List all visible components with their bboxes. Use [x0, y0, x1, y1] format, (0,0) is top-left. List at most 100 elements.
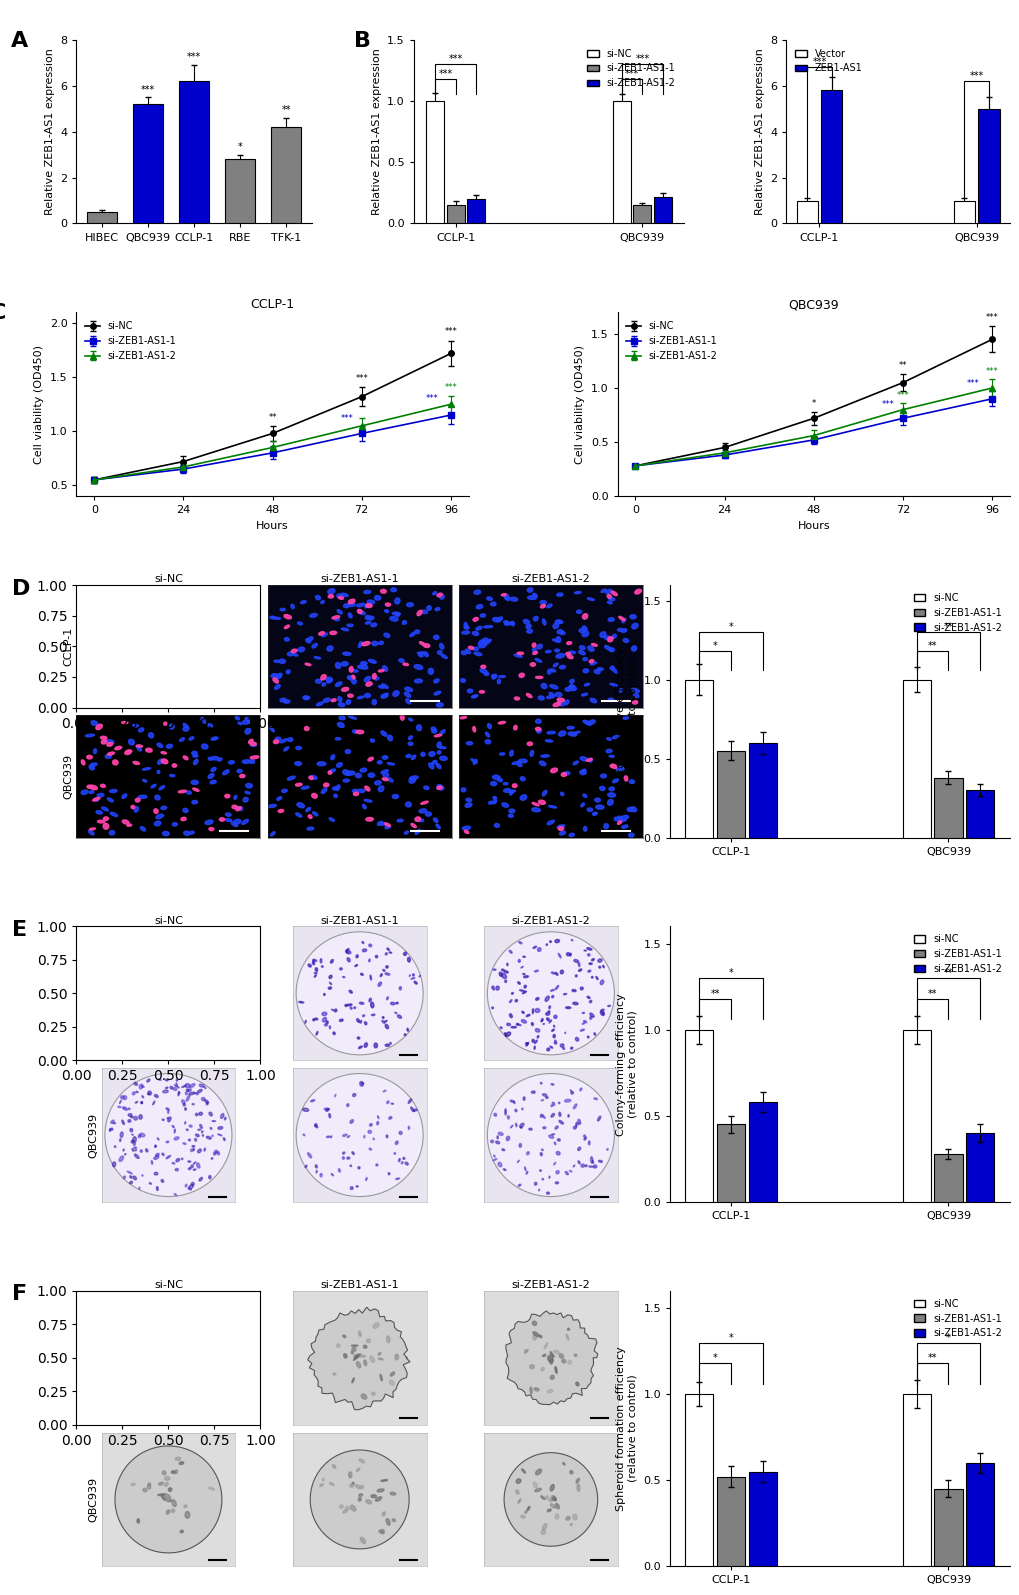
Ellipse shape	[132, 761, 140, 764]
Ellipse shape	[395, 1002, 397, 1003]
Ellipse shape	[601, 1011, 604, 1014]
Ellipse shape	[180, 939, 183, 943]
Ellipse shape	[316, 702, 323, 705]
Ellipse shape	[193, 1148, 195, 1150]
Ellipse shape	[155, 796, 160, 801]
Ellipse shape	[181, 1085, 186, 1088]
Bar	[133, 104, 163, 223]
Ellipse shape	[553, 1351, 559, 1354]
Ellipse shape	[91, 762, 97, 766]
Ellipse shape	[348, 667, 353, 671]
Text: *: *	[729, 1332, 733, 1343]
Ellipse shape	[168, 1498, 170, 1501]
Ellipse shape	[605, 750, 611, 753]
Ellipse shape	[283, 614, 291, 619]
Ellipse shape	[190, 831, 194, 834]
Ellipse shape	[309, 777, 313, 780]
Ellipse shape	[566, 1333, 569, 1340]
Ellipse shape	[179, 944, 181, 946]
Text: ***: ***	[426, 394, 438, 404]
Ellipse shape	[541, 1019, 542, 1021]
Ellipse shape	[344, 1005, 346, 1006]
Ellipse shape	[227, 699, 234, 702]
Ellipse shape	[337, 697, 341, 702]
Ellipse shape	[161, 1179, 163, 1182]
Y-axis label: QBC939: QBC939	[89, 1112, 99, 1158]
Ellipse shape	[169, 1050, 175, 1053]
Ellipse shape	[209, 828, 214, 831]
Ellipse shape	[280, 608, 285, 611]
Ellipse shape	[179, 943, 181, 946]
Ellipse shape	[195, 951, 197, 954]
Ellipse shape	[154, 821, 161, 826]
Ellipse shape	[369, 1123, 372, 1126]
Ellipse shape	[592, 812, 596, 815]
Ellipse shape	[548, 1354, 551, 1359]
Ellipse shape	[428, 668, 433, 675]
Ellipse shape	[243, 798, 248, 802]
Ellipse shape	[351, 1506, 356, 1510]
Ellipse shape	[245, 718, 250, 721]
Ellipse shape	[187, 1188, 192, 1190]
Ellipse shape	[355, 1354, 361, 1359]
Ellipse shape	[156, 597, 162, 600]
Ellipse shape	[546, 1191, 549, 1195]
Ellipse shape	[116, 702, 122, 705]
Ellipse shape	[390, 1493, 395, 1495]
Ellipse shape	[106, 593, 112, 598]
Ellipse shape	[473, 726, 475, 732]
Ellipse shape	[377, 821, 383, 826]
Ellipse shape	[520, 794, 526, 801]
Ellipse shape	[565, 1099, 571, 1102]
Text: ***: ***	[438, 69, 452, 80]
Ellipse shape	[359, 1332, 361, 1337]
Ellipse shape	[240, 592, 249, 598]
Ellipse shape	[162, 632, 169, 636]
Ellipse shape	[224, 794, 229, 798]
Ellipse shape	[385, 1024, 388, 1029]
Ellipse shape	[525, 1043, 528, 1045]
Ellipse shape	[296, 746, 302, 750]
Ellipse shape	[316, 1032, 318, 1035]
Ellipse shape	[523, 976, 528, 978]
Bar	[748, 743, 776, 837]
Ellipse shape	[592, 1161, 593, 1163]
Ellipse shape	[504, 1032, 511, 1037]
Ellipse shape	[340, 593, 347, 597]
Ellipse shape	[168, 1488, 171, 1491]
Ellipse shape	[273, 678, 278, 683]
Ellipse shape	[244, 616, 250, 619]
Ellipse shape	[374, 780, 381, 785]
Ellipse shape	[250, 759, 255, 764]
Ellipse shape	[90, 828, 96, 829]
Ellipse shape	[356, 1469, 360, 1471]
Ellipse shape	[358, 665, 363, 668]
Ellipse shape	[594, 670, 599, 673]
Polygon shape	[308, 1308, 410, 1410]
Ellipse shape	[286, 670, 289, 673]
Text: ***: ***	[444, 383, 457, 392]
Ellipse shape	[196, 654, 202, 657]
Ellipse shape	[314, 1123, 317, 1126]
Ellipse shape	[575, 1037, 578, 1042]
Ellipse shape	[187, 967, 191, 970]
Ellipse shape	[185, 1045, 187, 1046]
Ellipse shape	[194, 1161, 196, 1164]
Ellipse shape	[248, 684, 255, 689]
Ellipse shape	[531, 1022, 533, 1026]
Ellipse shape	[225, 818, 232, 821]
Ellipse shape	[385, 603, 390, 606]
Ellipse shape	[482, 638, 488, 641]
Ellipse shape	[181, 1351, 186, 1356]
Ellipse shape	[139, 1085, 143, 1089]
Ellipse shape	[496, 1136, 498, 1139]
Ellipse shape	[162, 831, 169, 836]
Ellipse shape	[526, 694, 532, 697]
Ellipse shape	[365, 616, 370, 619]
Ellipse shape	[359, 1493, 363, 1496]
Ellipse shape	[366, 1177, 367, 1180]
Ellipse shape	[204, 989, 207, 992]
Ellipse shape	[473, 759, 477, 764]
Ellipse shape	[214, 683, 219, 686]
Ellipse shape	[531, 807, 540, 812]
